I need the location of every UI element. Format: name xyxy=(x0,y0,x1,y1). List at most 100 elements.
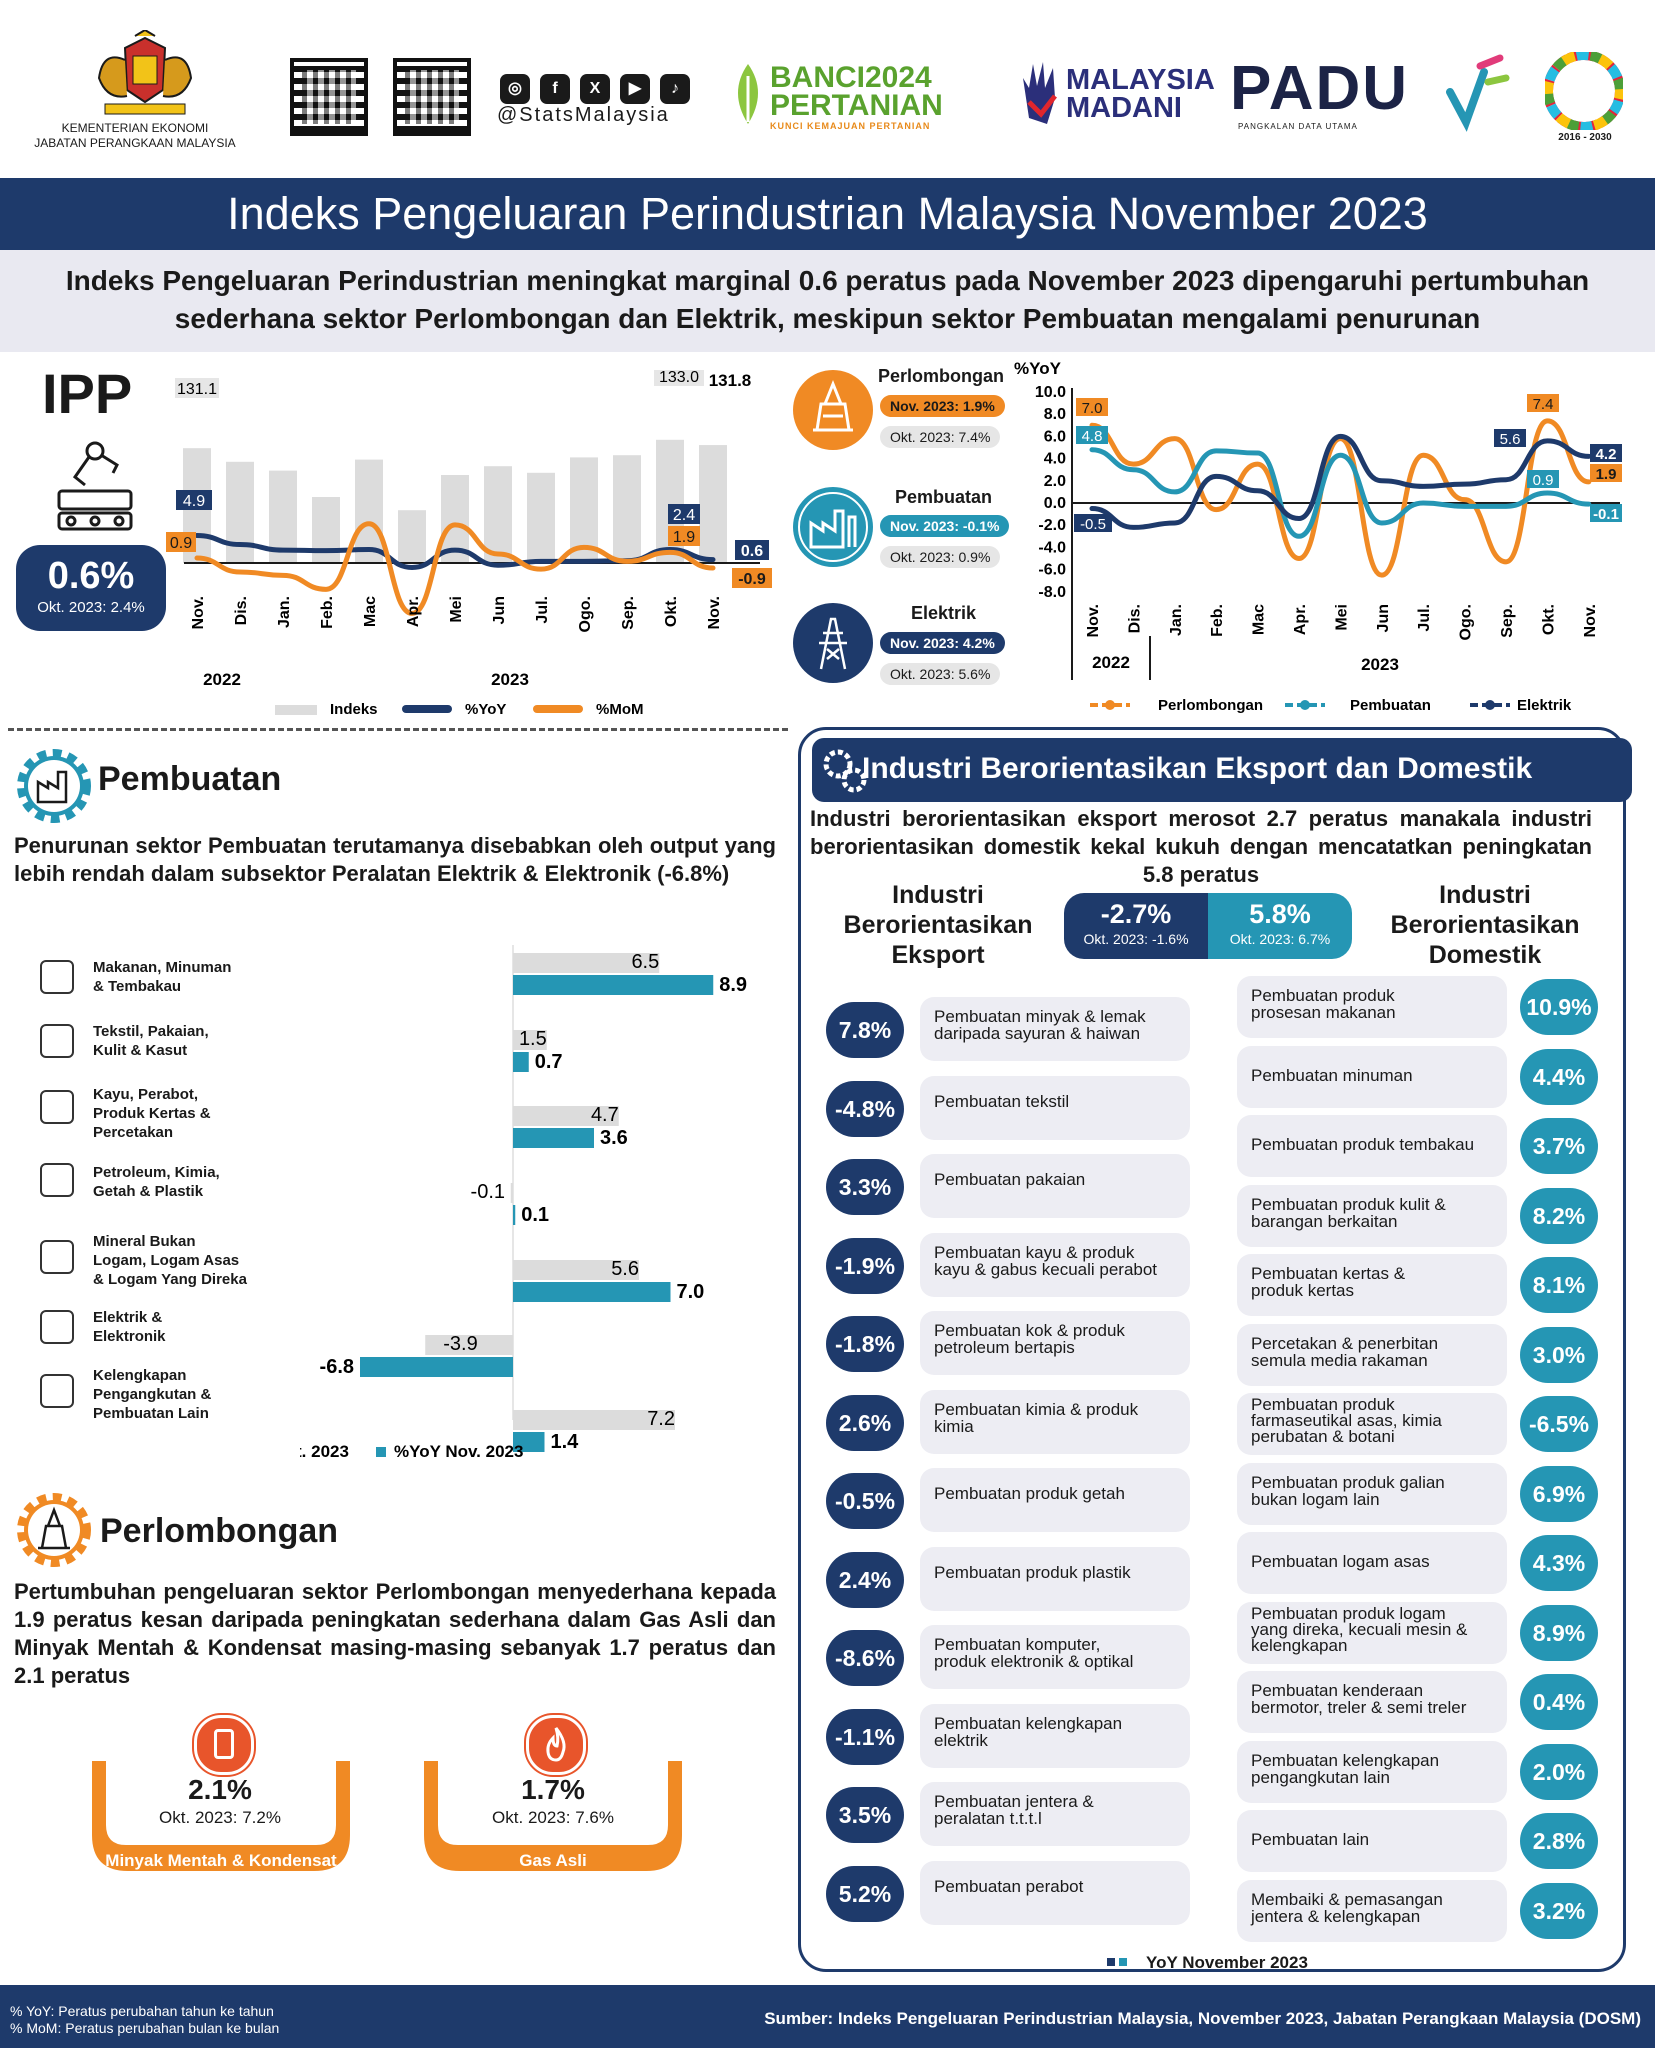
qr-code-2[interactable] xyxy=(393,58,471,136)
perlombongan-line xyxy=(1089,418,1592,578)
pembuatan-gear-icon xyxy=(17,749,91,823)
gas-prev: Okt. 2023: 7.6% xyxy=(492,1808,614,1827)
subsector-okt-bar xyxy=(513,1260,639,1280)
pemb-nov-bg xyxy=(1590,504,1622,522)
domestik-item-value: 6.9% xyxy=(1520,1465,1598,1522)
ipp-label: IPP xyxy=(42,362,133,425)
subsector-nov-bar xyxy=(513,975,714,995)
ipp-indeks-bar xyxy=(484,466,512,563)
coat-of-arms-icon xyxy=(97,30,193,115)
robot-arm-icon xyxy=(57,441,133,531)
domestik-item-value: 4.3% xyxy=(1520,1535,1598,1591)
sector-x-label: Jan. xyxy=(1168,604,1185,636)
banci-logo: BANCI2024 PERTANIAN KUNCI KEMAJUAN PERTA… xyxy=(770,61,943,132)
sector-x-label: Apr. xyxy=(1292,604,1309,635)
subsector-okt-label: 6.5 xyxy=(631,951,659,973)
industri-paragraph: Industri berorientasikan eksport merosot… xyxy=(810,806,1592,887)
facebook-icon[interactable]: f xyxy=(540,74,570,104)
minyak-prev: Okt. 2023: 7.2% xyxy=(159,1808,281,1827)
eksport-total-prev: Okt. 2023: -1.6% xyxy=(1083,931,1189,947)
domestik-item-label: Pembuatan produk prosesan makanan xyxy=(1237,976,1507,1038)
pembuatan-paragraph: Penurunan sektor Pembuatan terutamanya d… xyxy=(14,833,776,886)
domestik-item-value: 2.8% xyxy=(1520,1813,1598,1869)
subsector-category-label: Petroleum, Kimia, Getah & Plastik xyxy=(93,1164,220,1200)
sector-y-tick: -6.0 xyxy=(1038,562,1066,579)
pemb-okt-label: 0.9 xyxy=(1533,472,1554,489)
eksport-item-value: -1.9% xyxy=(826,1237,904,1294)
domestik-total-prev: Okt. 2023: 6.7% xyxy=(1229,931,1331,947)
domestik-item-label: Pembuatan produk tembakau xyxy=(1237,1115,1507,1177)
minyak-value: 2.1% xyxy=(188,1774,252,1805)
factory-icon xyxy=(793,487,873,567)
eksport-item-label: Pembuatan jentera & peralatan t.t.t.l xyxy=(920,1782,1190,1846)
sector-year-2023: 2023 xyxy=(1361,655,1399,674)
mining-rig-icon xyxy=(793,370,873,450)
oil-barrel-icon xyxy=(194,1715,254,1775)
sector-y-tick: -2.0 xyxy=(1038,517,1066,534)
pembuatan-title: Pembuatan xyxy=(98,760,282,798)
stats-logo-icon xyxy=(1446,54,1510,132)
instagram-icon[interactable]: ◎ xyxy=(500,74,530,104)
domestik-item-label: Pembuatan produk galian bukan logam lain xyxy=(1237,1462,1507,1525)
elektrik-line xyxy=(1089,433,1592,530)
pembuatan-subsector-chart: 6.5 8.9 1.50.7 4.73.6 -0.1 0.1 5.6 7.0 -3.9 -6.8 7… xyxy=(300,945,747,1461)
gas-bracket xyxy=(424,1761,682,1871)
madani-line-1: MALAYSIA xyxy=(1066,64,1215,96)
ministry-name: KEMENTERIAN EKONOMI JABATAN PERANGKAAN M… xyxy=(30,121,240,151)
qr-code-1[interactable] xyxy=(290,58,368,136)
mom-okt-label: 1.9 xyxy=(673,529,695,546)
sector-y-tick: 2.0 xyxy=(1044,473,1066,490)
x-icon[interactable]: X xyxy=(580,74,610,104)
sector-perlombongan-okt: Okt. 2023: 7.4% xyxy=(880,426,1001,448)
legend-nov: %YoY Nov. 2023 xyxy=(394,1442,523,1461)
sector-perlombongan-nov: Nov. 2023: 1.9% xyxy=(880,395,1005,417)
eksport-item-value: 2.4% xyxy=(826,1551,904,1608)
sector-pembuatan-okt: Okt. 2023: 0.9% xyxy=(880,546,1001,568)
subsector-nov-bar xyxy=(513,1432,545,1452)
legend-pemb: Pembuatan xyxy=(1350,697,1431,714)
banci-line-1: BANCI2024 xyxy=(770,61,932,94)
domestik-item-value: 3.0% xyxy=(1520,1326,1598,1383)
footer-note-mom: % MoM: Peratus perubahan bulan ke bulan xyxy=(10,2020,280,2036)
subsector-okt-bar xyxy=(425,1335,513,1355)
sector-y-tick: -4.0 xyxy=(1038,539,1066,556)
domestik-item-label: Pembuatan produk farmaseutikal asas, kimi… xyxy=(1237,1393,1507,1455)
footer: % YoY: Peratus perubahan tahun ke tahun … xyxy=(0,1985,1655,2048)
domestik-item-value: -6.5% xyxy=(1520,1396,1598,1452)
sector-ylabel: %YoY xyxy=(1014,359,1062,378)
legend-teal-swatch xyxy=(1119,1958,1127,1966)
industri-title-bar xyxy=(812,738,1632,802)
elek-first-label: -0.5 xyxy=(1080,516,1106,533)
tiktok-icon[interactable]: ♪ xyxy=(660,74,690,104)
petroleum-icon xyxy=(40,1163,74,1197)
eksport-item-value: -0.5% xyxy=(826,1473,904,1529)
ipp-x-label: Dis. xyxy=(233,596,250,625)
domestik-item-label: Pembuatan kenderaan bermotor, treler & se… xyxy=(1237,1671,1507,1733)
eksport-item-label: Pembuatan kayu & produk kayu & gabus kecu… xyxy=(920,1232,1190,1297)
pemb-okt-bg xyxy=(1527,470,1559,488)
youtube-icon[interactable]: ▶ xyxy=(620,74,650,104)
eksport-total-value: -2.7% xyxy=(1100,899,1172,929)
legend-indeks-swatch xyxy=(275,705,317,715)
perl-first-label: 7.0 xyxy=(1082,400,1103,417)
social-handle[interactable]: @StatsMalaysia xyxy=(497,104,670,126)
perl-first-bg xyxy=(1076,398,1108,416)
sector-y-tick: 6.0 xyxy=(1044,428,1066,445)
ipp-x-label: Mei xyxy=(448,596,465,623)
eksport-item-value: 7.8% xyxy=(826,1002,904,1058)
sector-elektrik-okt: Okt. 2023: 5.6% xyxy=(880,663,1001,685)
ipp-indeks-bar xyxy=(398,510,426,563)
banci-tagline: KUNCI KEMAJUAN PERTANIAN xyxy=(770,121,931,131)
legend-navy-swatch xyxy=(1107,1958,1115,1966)
eksport-heading-3: Eksport xyxy=(891,941,985,969)
eksport-item-label: Pembuatan komputer, produk elektronik & o… xyxy=(920,1625,1190,1689)
sector-y-tick: 4.0 xyxy=(1044,451,1066,468)
domestik-heading-1: Industri xyxy=(1439,881,1531,909)
eksport-item-value: -4.8% xyxy=(826,1080,904,1137)
subsector-nov-bar xyxy=(513,1205,516,1225)
ipp-prev: Okt. 2023: 2.4% xyxy=(37,599,145,616)
legend-nov-swatch xyxy=(376,1447,386,1457)
ipp-year-2023: 2023 xyxy=(491,670,529,689)
sector-x-label: Ogo. xyxy=(1458,604,1475,640)
legend-indeks: Indeks xyxy=(330,701,378,718)
